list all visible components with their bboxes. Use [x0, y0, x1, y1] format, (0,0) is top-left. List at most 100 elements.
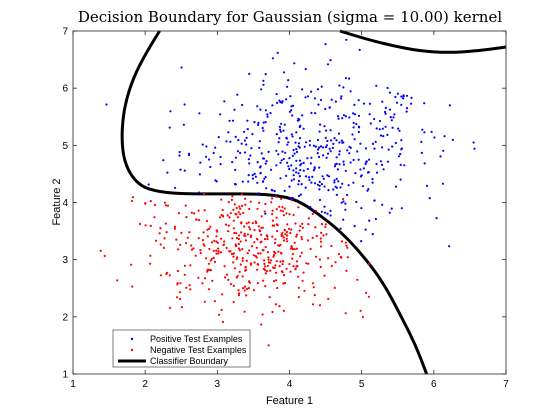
negative-point — [294, 222, 297, 225]
positive-point — [292, 169, 295, 172]
positive-point — [262, 79, 265, 82]
positive-point — [260, 88, 263, 91]
negative-point — [215, 249, 218, 252]
positive-point — [208, 158, 211, 161]
negative-point — [224, 223, 228, 226]
x-axis-label: Feature 1 — [266, 395, 313, 407]
negative-point — [215, 252, 218, 255]
x-tick-label: 2 — [142, 379, 148, 390]
positive-point — [390, 207, 393, 210]
negative-point — [237, 211, 240, 214]
positive-point — [257, 123, 260, 126]
legend-boundary-label: Classifier Boundary — [150, 356, 229, 366]
positive-point — [251, 133, 254, 136]
negative-point — [240, 231, 243, 234]
positive-point — [357, 158, 360, 161]
positive-point — [305, 141, 308, 144]
positive-point — [286, 143, 289, 146]
positive-point — [362, 102, 366, 105]
positive-point — [256, 161, 259, 164]
y-axis-label: Feature 2 — [51, 178, 63, 225]
negative-point — [206, 270, 209, 273]
negative-point — [197, 237, 200, 240]
positive-point — [348, 152, 351, 155]
negative-point — [244, 239, 247, 242]
positive-point — [183, 103, 186, 106]
positive-point — [344, 202, 347, 205]
positive-point — [340, 139, 343, 142]
negative-point — [256, 263, 259, 266]
negative-point — [265, 234, 268, 237]
negative-point — [301, 222, 304, 225]
negative-point — [162, 246, 166, 249]
positive-point — [264, 212, 267, 215]
positive-point — [322, 177, 325, 180]
positive-point — [283, 123, 286, 126]
positive-point — [323, 125, 326, 128]
positive-point — [392, 116, 395, 119]
positive-point — [247, 174, 250, 177]
positive-point — [420, 140, 423, 143]
positive-point — [353, 113, 357, 116]
positive-point — [379, 160, 382, 163]
negative-point — [235, 257, 238, 261]
negative-point — [185, 242, 188, 245]
negative-point — [290, 199, 293, 202]
positive-point — [298, 175, 301, 178]
negative-point — [183, 273, 186, 276]
positive-point — [248, 72, 251, 75]
negative-point — [227, 224, 230, 227]
negative-point — [256, 237, 259, 241]
positive-point — [410, 102, 413, 105]
negative-point — [295, 233, 298, 236]
negative-point — [252, 289, 255, 292]
positive-point — [237, 139, 240, 142]
negative-point — [294, 267, 297, 270]
positive-point — [289, 95, 292, 98]
negative-point — [228, 216, 231, 219]
negative-point — [272, 253, 276, 257]
negative-point — [258, 201, 261, 204]
positive-point — [304, 175, 308, 178]
positive-point — [313, 167, 316, 170]
positive-point — [279, 177, 282, 180]
negative-point — [239, 240, 242, 243]
negative-point — [276, 224, 279, 227]
positive-point — [324, 136, 327, 139]
x-tick-label: 4 — [287, 379, 293, 390]
positive-point — [389, 116, 392, 119]
positive-point — [217, 136, 220, 139]
negative-point — [220, 308, 223, 311]
negative-point — [241, 204, 244, 207]
negative-point — [281, 231, 284, 234]
positive-point — [423, 162, 426, 165]
negative-point — [188, 231, 191, 234]
positive-point — [386, 133, 389, 136]
negative-point — [242, 211, 245, 215]
positive-point — [375, 127, 378, 130]
negative-point — [324, 223, 327, 226]
positive-point — [266, 115, 269, 118]
negative-point — [237, 294, 240, 297]
positive-point — [288, 157, 291, 160]
negative-point — [201, 282, 204, 285]
negative-point — [178, 291, 182, 294]
negative-point — [158, 232, 161, 235]
positive-point — [333, 181, 336, 184]
positive-point — [331, 146, 334, 149]
positive-point — [371, 178, 374, 181]
negative-point — [275, 216, 278, 219]
positive-point — [240, 142, 243, 145]
negative-point — [247, 221, 250, 224]
negative-point — [279, 243, 282, 246]
positive-point — [371, 181, 374, 184]
negative-point — [309, 247, 312, 251]
negative-point — [168, 274, 171, 277]
positive-point — [198, 112, 201, 115]
negative-point — [186, 236, 189, 239]
negative-point — [280, 252, 283, 255]
negative-point — [318, 258, 321, 261]
negative-point — [232, 208, 235, 211]
negative-point — [176, 269, 180, 273]
positive-point — [317, 148, 320, 151]
